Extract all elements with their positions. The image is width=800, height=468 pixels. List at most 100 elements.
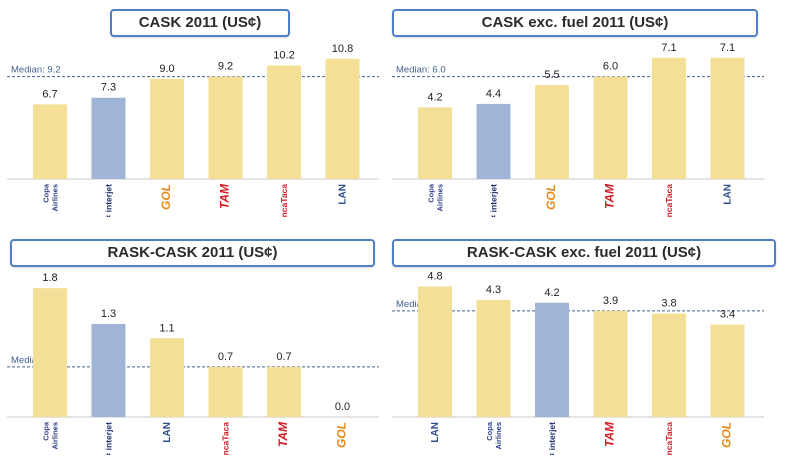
category-label: LAN — [723, 184, 734, 205]
data-label: 7.3 — [101, 82, 116, 94]
chart-panel-cask-exc-fuel: CASK exc. fuel 2011 (US¢) Median: 6.0 4.2… — [390, 5, 774, 227]
category-label: Copa — [42, 421, 51, 441]
gol-logo-icon: GOL — [720, 422, 734, 448]
category-label: LAN — [430, 422, 441, 443]
category-label: Airlines — [494, 422, 503, 450]
interjet-star-icon: ✱ interjet — [104, 422, 114, 455]
bar-copa-airlines — [418, 107, 452, 179]
bar-copa-airlines — [33, 288, 67, 417]
bar-lan — [710, 57, 745, 179]
category-label: Copa — [485, 421, 494, 441]
category-label: Copa — [427, 183, 436, 203]
bar-lan — [418, 286, 452, 417]
category-label: Airlines — [51, 184, 60, 212]
data-label: 1.8 — [42, 272, 57, 284]
bar-interjet — [535, 302, 569, 417]
bar-lan — [150, 338, 184, 417]
category-label: ✱ interjet — [547, 422, 557, 455]
bar-interjet — [476, 103, 511, 179]
category-label: LAN — [338, 184, 349, 205]
category-label: AviancaTaca — [279, 184, 289, 217]
bar-copa-airlines — [33, 104, 67, 179]
tam-logo-icon: TAM — [603, 421, 617, 447]
data-label: 1.3 — [101, 308, 116, 320]
data-label: 0.0 — [335, 401, 350, 413]
lan-star-icon: LAN — [430, 422, 441, 443]
gol-logo-icon: GOL — [335, 422, 349, 448]
bottom-cropped-area — [0, 455, 800, 468]
bar-gol — [535, 85, 569, 179]
category-label: Copa — [42, 183, 51, 203]
data-label: 10.8 — [332, 43, 353, 55]
chart-title: CASK exc. fuel 2011 (US¢) — [392, 9, 758, 37]
bar-gol — [710, 324, 745, 417]
avianca-logo-icon: AviancaTaca — [664, 422, 674, 455]
interjet-star-icon: ✱ interjet — [489, 184, 499, 217]
bar-copa-airlines — [476, 300, 511, 417]
data-label: 0.7 — [218, 351, 233, 363]
interjet-star-icon: ✱ interjet — [547, 422, 557, 455]
category-label: Airlines — [436, 184, 445, 212]
bar-interjet — [91, 97, 126, 179]
tam-logo-icon: TAM — [276, 421, 290, 447]
bar-chart-cask-exc-fuel: Median: 6.0 4.2 Copa Airlines 4.4 ✱ interjet 5… — [392, 42, 764, 217]
data-label: 4.2 — [544, 287, 559, 299]
bar-aviancataca — [652, 57, 686, 179]
data-label: 4.8 — [427, 270, 442, 282]
data-label: 9.0 — [159, 63, 174, 75]
bar-aviancataca — [652, 313, 686, 417]
data-label: 7.1 — [720, 42, 735, 54]
category-label: TAM — [603, 421, 617, 447]
category-label: AviancaTaca — [221, 422, 231, 455]
data-label: 0.7 — [276, 351, 291, 363]
data-label: 7.1 — [661, 42, 676, 54]
tam-logo-icon: TAM — [603, 183, 617, 209]
copa-emblem-icon: Copa Airlines — [427, 183, 445, 211]
bar-chart-cask: Median: 9.2 6.7 Copa Airlines 7.3 ✱ interjet 9… — [7, 43, 379, 217]
bar-aviancataca — [267, 65, 301, 179]
data-label: 6.0 — [603, 61, 618, 73]
bar-interjet — [91, 323, 126, 417]
chart-panel-rask-cask: RASK-CASK 2011 (US¢) Median: 0.71.8CopaA… — [5, 235, 389, 457]
category-label: ✱ interjet — [104, 184, 114, 217]
category-label: ✱ interjet — [489, 184, 499, 217]
category-label: GOL — [335, 422, 349, 448]
chart-panel-cask: CASK 2011 (US¢) Median: 9.2 6.7 Copa Airlin… — [5, 5, 389, 227]
category-label: GOL — [544, 184, 558, 210]
category-label: GOL — [720, 422, 734, 448]
bar-gol — [150, 78, 184, 179]
category-label: Airlines — [51, 422, 60, 450]
category-label: TAM — [603, 183, 617, 209]
category-label: LAN — [162, 422, 173, 443]
category-label: AviancaTaca — [664, 422, 674, 455]
chart-panel-rask-cask-exc-fuel: RASK-CASK exc. fuel 2011 (US¢) Median: 3… — [390, 235, 776, 457]
data-label: 4.4 — [486, 88, 501, 100]
data-label: 3.4 — [720, 309, 735, 321]
bar-aviancataca — [208, 366, 243, 417]
avianca-logo-icon: AviancaTaca — [279, 184, 289, 217]
lan-star-icon: LAN — [723, 184, 734, 205]
data-label: 9.2 — [218, 61, 233, 73]
data-label: 4.2 — [427, 91, 442, 103]
chart-title: CASK 2011 (US¢) — [110, 9, 290, 37]
data-label: 6.7 — [42, 88, 57, 100]
category-label: AviancaTaca — [664, 184, 674, 217]
chart-title: RASK-CASK 2011 (US¢) — [10, 239, 375, 267]
interjet-star-icon: ✱ interjet — [104, 184, 114, 217]
data-label: 4.3 — [486, 284, 501, 296]
category-label: GOL — [159, 184, 173, 210]
category-label: TAM — [276, 421, 290, 447]
bar-tam — [593, 310, 628, 417]
lan-star-icon: LAN — [338, 184, 349, 205]
copa-emblem-icon: Copa Airlines — [485, 421, 503, 449]
copa-emblem-icon: Copa Airlines — [42, 421, 60, 449]
bar-tam — [593, 76, 628, 179]
category-label: ✱ interjet — [104, 422, 114, 455]
avianca-logo-icon: AviancaTaca — [221, 422, 231, 455]
chart-title: RASK-CASK exc. fuel 2011 (US¢) — [392, 239, 776, 267]
data-label: 3.9 — [603, 295, 618, 307]
bar-tam — [267, 366, 301, 417]
copa-emblem-icon: Copa Airlines — [42, 183, 60, 211]
